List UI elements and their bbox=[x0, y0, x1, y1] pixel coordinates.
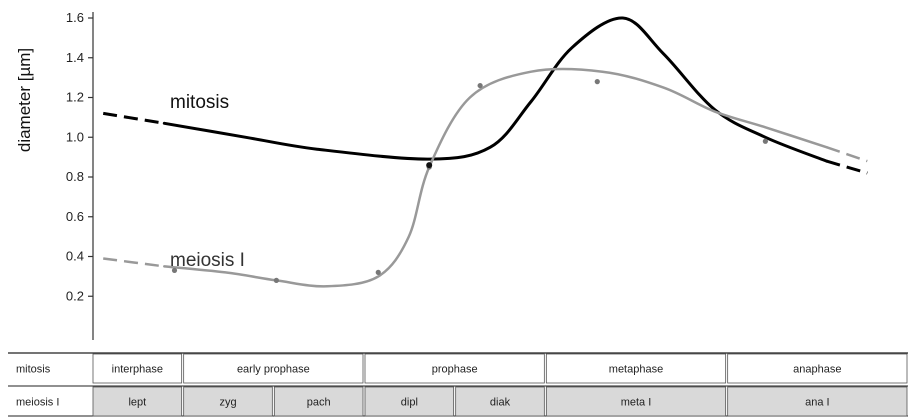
markers bbox=[171, 79, 768, 283]
data-point bbox=[375, 269, 381, 275]
stage-cell bbox=[92, 386, 183, 417]
stage-label: early prophase bbox=[237, 364, 310, 376]
stage-label: meta I bbox=[621, 397, 652, 409]
data-point bbox=[171, 267, 178, 274]
y-axis-title: diameter [µm] bbox=[15, 48, 34, 152]
stage-cell bbox=[545, 353, 727, 384]
stage-cell bbox=[727, 353, 908, 384]
data-point bbox=[594, 79, 600, 85]
stage-label: zyg bbox=[219, 397, 236, 409]
y-tick-label: 1.4 bbox=[66, 50, 84, 65]
series-line-mitosis bbox=[162, 16, 828, 163]
stage-cell bbox=[455, 386, 545, 417]
series-line-meiosis bbox=[163, 67, 828, 288]
data-point bbox=[273, 277, 279, 283]
data-point bbox=[426, 162, 433, 169]
series-label-mitosis: mitosis bbox=[170, 92, 229, 113]
y-tick-label: 1.0 bbox=[66, 129, 84, 144]
stage-cell bbox=[183, 353, 364, 384]
series-line-meiosis-start bbox=[103, 257, 165, 268]
stage-label: interphase bbox=[112, 364, 163, 376]
stage-cell bbox=[364, 386, 455, 417]
stage-cell bbox=[545, 386, 727, 417]
stage-table: mitosis interphase early prophase prophase m… bbox=[8, 352, 908, 417]
stage-label: anaphase bbox=[793, 364, 841, 376]
stage-label: ana I bbox=[805, 397, 829, 409]
data-point bbox=[477, 82, 483, 89]
table-row-label: mitosis bbox=[16, 364, 51, 376]
stage-cell bbox=[727, 386, 908, 417]
y-tick-label: 0.6 bbox=[66, 209, 84, 224]
y-tick-label: 1.2 bbox=[66, 90, 84, 105]
y-tick-label: 0.2 bbox=[66, 288, 84, 303]
y-tick-label: 0.4 bbox=[66, 249, 84, 264]
series-line-mitosis-start bbox=[102, 111, 165, 125]
data-point bbox=[762, 138, 768, 144]
stage-label: prophase bbox=[432, 364, 478, 376]
stage-label: diak bbox=[490, 397, 511, 409]
stage-label: lept bbox=[128, 397, 146, 409]
series-line-meiosis-end bbox=[826, 146, 868, 163]
stage-label: pach bbox=[307, 397, 331, 409]
series-line-mitosis-end bbox=[826, 159, 868, 175]
y-tick-label: 1.6 bbox=[66, 10, 84, 25]
y-axis: 0.2 0.4 0.6 0.8 1.0 1.2 1.4 1.6 bbox=[66, 10, 94, 340]
stage-cell bbox=[92, 353, 183, 384]
y-tick-label: 0.8 bbox=[66, 169, 84, 184]
series-label-meiosis: meiosis I bbox=[170, 250, 245, 271]
table-row-label: meiosis I bbox=[16, 397, 59, 409]
stage-cell bbox=[183, 386, 273, 417]
stage-cell bbox=[273, 386, 364, 417]
stage-cell bbox=[364, 353, 545, 384]
stage-label: metaphase bbox=[609, 364, 663, 376]
curves bbox=[102, 16, 868, 288]
stage-label: dipl bbox=[401, 397, 418, 409]
